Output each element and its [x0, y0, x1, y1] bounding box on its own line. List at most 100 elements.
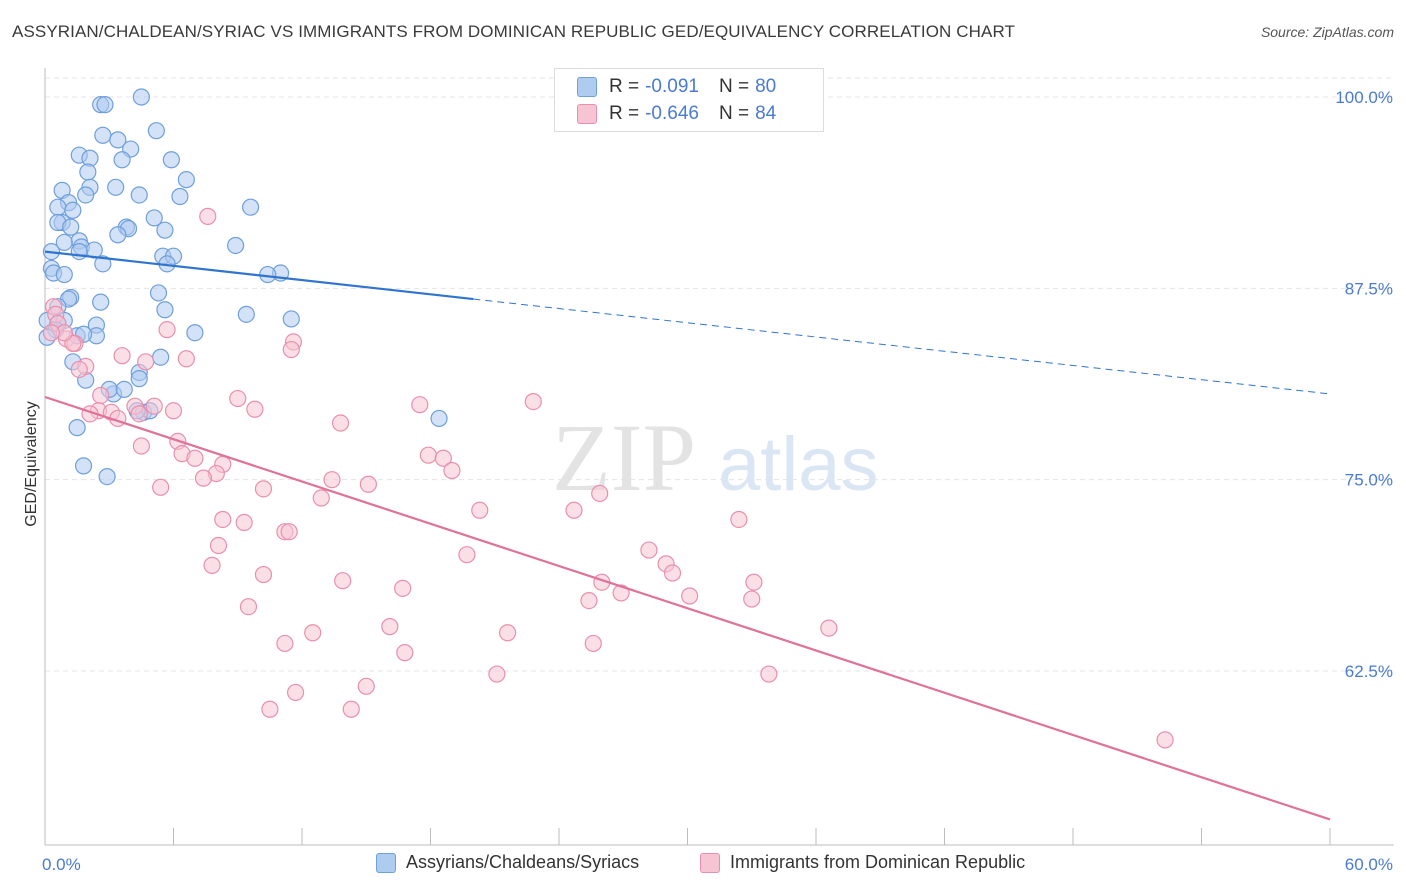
series-assyrian-points: [38, 88, 448, 486]
x-tick-label-0: 0.0%: [42, 855, 81, 874]
pink-point-4: [282, 340, 300, 359]
y-axis-label: GED/Equivalency: [23, 401, 40, 526]
series-swatch-blue: [376, 852, 396, 873]
pink-point-42: [152, 478, 170, 496]
blue-point-79: [115, 380, 133, 398]
blue-point-5: [109, 131, 127, 149]
y-tick-label-0: 62.5%: [1345, 662, 1393, 681]
chart-title: ASSYRIAN/CHALDEAN/SYRIAC VS IMMIGRANTS F…: [12, 22, 1016, 41]
pink-point-70: [820, 619, 838, 637]
blue-point-32: [55, 233, 73, 252]
blue-trend-dashed: [473, 298, 1331, 395]
pink-point-54: [640, 541, 658, 559]
blue-point-30: [109, 226, 127, 244]
blue-point-76: [98, 468, 116, 486]
gridlines: [45, 77, 1394, 672]
pink-point-21: [145, 397, 163, 415]
pink-point-59: [663, 564, 682, 582]
blue-point-47: [149, 284, 168, 302]
pink-point-9: [113, 347, 131, 365]
pink-point-72: [499, 624, 517, 642]
pink-point-68: [239, 598, 258, 616]
blue-point-54: [282, 310, 300, 328]
pink-point-44: [591, 484, 609, 503]
y-tick-label-1: 75.0%: [1345, 471, 1393, 490]
pink-point-11: [137, 353, 155, 371]
blue-point-3: [147, 122, 165, 140]
pink-point-47: [565, 501, 583, 519]
pink-point-52: [280, 523, 298, 541]
pink-point-75: [396, 644, 414, 662]
pink-point-29: [331, 414, 350, 432]
blue-point-20: [49, 198, 67, 216]
pink-point-55: [458, 546, 476, 564]
pink-point-69: [381, 618, 399, 636]
legend-r-value-blue: -0.091: [645, 76, 699, 97]
pink-point-73: [276, 634, 294, 653]
pink-trend-line: [44, 395, 1331, 821]
pink-point-67: [743, 590, 761, 608]
pink-point-46: [471, 501, 489, 519]
tick-labels: 62.5% 75.0% 87.5% 100.0% 0.0% 60.0%: [42, 88, 1393, 874]
pink-point-45: [312, 489, 330, 507]
blue-point-52: [156, 301, 174, 319]
pink-point-76: [760, 665, 778, 683]
blue-point-50: [92, 293, 110, 311]
blue-point-28: [62, 218, 80, 236]
pink-point-82: [1156, 731, 1174, 749]
pink-point-13: [70, 360, 88, 379]
watermark-zip: ZIP: [552, 404, 696, 511]
pink-point-63: [394, 579, 412, 597]
series-legend-blue: Assyrians/Chaldeans/Syriacs: [376, 852, 639, 873]
legend-n-label: N =: [718, 103, 750, 124]
pink-point-27: [130, 405, 148, 423]
blue-point-36: [70, 242, 88, 261]
pink-point-62: [745, 573, 763, 591]
pink-point-23: [164, 402, 183, 420]
legend-r-label: R =: [609, 103, 640, 124]
pink-point-34: [434, 449, 452, 467]
pink-point-58: [254, 565, 273, 584]
blue-point-44: [55, 265, 73, 284]
blue-point-23: [145, 209, 163, 227]
blue-point-4: [94, 126, 112, 144]
blue-point-33: [227, 236, 245, 255]
pink-point-51: [235, 513, 253, 532]
pink-point-22: [246, 400, 264, 418]
pink-point-37: [443, 461, 461, 480]
pink-point-16: [229, 389, 247, 408]
pink-point-71: [304, 624, 322, 642]
pink-point-64: [612, 584, 630, 602]
blue-point-29: [156, 221, 174, 239]
blue-point-16: [130, 186, 148, 204]
source-label: Source: ZipAtlas.com: [1260, 24, 1394, 40]
pink-point-81: [342, 700, 360, 718]
series-swatch-pink: [700, 852, 720, 873]
pink-point-40: [323, 471, 341, 489]
pink-point-79: [286, 683, 305, 702]
blue-point-12: [177, 171, 195, 189]
blue-point-73: [430, 409, 448, 428]
blue-point-65: [152, 348, 170, 366]
legend-row-pink: R = -0.646 N = 84: [555, 101, 776, 127]
y-tick-label-3: 100.0%: [1335, 88, 1393, 107]
pink-point-74: [584, 634, 602, 653]
pink-point-65: [681, 587, 699, 605]
legend-row-blue: R = -0.091 N = 80: [555, 74, 776, 100]
series-legend-pink: Immigrants from Dominican Republic: [700, 852, 1025, 873]
pink-point-19: [92, 386, 110, 405]
pink-point-77: [488, 665, 506, 683]
legend-n-label: N =: [718, 76, 750, 97]
pink-point-17: [524, 393, 542, 411]
pink-point-53: [209, 536, 228, 555]
legend-swatch-blue: [577, 77, 597, 97]
blue-point-21: [242, 198, 260, 216]
blue-point-18: [171, 187, 189, 206]
pink-point-43: [254, 480, 273, 498]
pink-point-39: [194, 469, 213, 487]
pink-point-8: [158, 321, 176, 339]
blue-point-15: [107, 178, 125, 196]
pink-point-31: [132, 437, 150, 455]
legend-r-value-pink: -0.646: [645, 103, 699, 124]
pink-point-78: [357, 677, 375, 695]
